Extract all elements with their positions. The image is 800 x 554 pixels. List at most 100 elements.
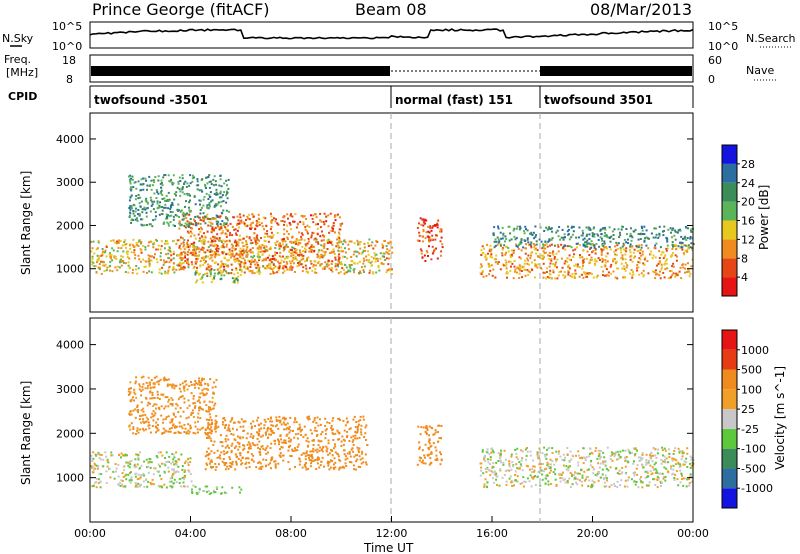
scatter-cell (536, 453, 539, 456)
scatter-cell (131, 268, 134, 271)
scatter-cell (309, 429, 312, 432)
scatter-cell (670, 467, 672, 470)
scatter-cell (298, 262, 301, 265)
scatter-cell (354, 468, 357, 471)
scatter-cell (304, 458, 307, 461)
scatter-cell (605, 273, 608, 276)
scatter-cell (228, 234, 231, 237)
scatter-cell (671, 247, 674, 250)
scatter-cell (602, 258, 604, 261)
scatter-cell (184, 256, 187, 259)
scatter-cell (586, 275, 589, 278)
scatter-cell (674, 473, 677, 476)
scatter-cell (338, 253, 341, 256)
scatter-cell (239, 238, 242, 241)
scatter-cell (428, 245, 430, 248)
colorbar-tick-label: 16 (741, 215, 755, 228)
scatter-cell (671, 457, 674, 460)
scatter-cell (156, 390, 159, 393)
noise-tick-left-bottom: 10^0 (52, 40, 82, 53)
scatter-cell (547, 480, 550, 483)
scatter-cell (167, 214, 169, 217)
scatter-cell (324, 432, 327, 435)
scatter-cell (215, 247, 218, 250)
scatter-cell (319, 264, 322, 267)
scatter-cell (132, 210, 135, 212)
scatter-cell (199, 209, 202, 211)
scatter-cell (159, 258, 162, 261)
scatter-cell (561, 228, 564, 231)
scatter-cell (281, 220, 284, 222)
scatter-cell (104, 263, 107, 266)
scatter-cell (246, 443, 249, 446)
scatter-cell (534, 225, 537, 228)
scatter-cell (278, 266, 281, 269)
scatter-cell (90, 250, 93, 253)
noise-line (89, 28, 694, 40)
scatter-cell (324, 437, 327, 440)
scatter-cell (136, 243, 139, 246)
scatter-cell (155, 407, 158, 410)
scatter-cell (181, 469, 184, 471)
scatter-cell (305, 468, 308, 471)
scatter-cell (578, 275, 581, 278)
scatter-cell (547, 240, 550, 243)
scatter-cell (663, 225, 666, 228)
scatter-cell (170, 403, 173, 406)
scatter-cell (518, 466, 521, 469)
scatter-cell (136, 427, 139, 430)
scatter-cell (543, 247, 546, 250)
scatter-cell (206, 182, 209, 185)
scatter-cell (486, 466, 489, 469)
scatter-cell (135, 472, 138, 475)
scatter-cell (196, 493, 199, 496)
scatter-cell (143, 265, 146, 268)
scatter-cell (154, 253, 156, 256)
scatter-cell (533, 248, 536, 251)
scatter-cell (167, 470, 170, 473)
scatter-cell (257, 217, 260, 220)
scatter-cell (274, 439, 277, 442)
scatter-cell (552, 262, 555, 265)
scatter-cell (192, 218, 195, 221)
scatter-cell (227, 265, 230, 268)
scatter-cell (299, 239, 302, 241)
scatter-cell (138, 477, 141, 480)
scatter-cell (306, 416, 309, 419)
scatter-cell (295, 252, 298, 255)
scatter-cell (673, 450, 676, 452)
scatter-cell (209, 273, 212, 276)
scatter-cell (559, 455, 562, 458)
scatter-cell (626, 242, 629, 244)
scatter-cell (598, 245, 601, 248)
scatter-cell (229, 458, 232, 461)
scatter-cell (357, 449, 360, 452)
scatter-cell (527, 465, 530, 468)
scatter-cell (200, 248, 203, 251)
scatter-cell (640, 458, 643, 461)
scatter-cell (438, 437, 441, 439)
scatter-cell (482, 275, 485, 278)
scatter-cell (209, 275, 212, 278)
scatter-cell (603, 274, 606, 277)
scatter-cell (201, 228, 203, 231)
scatter-cell (338, 256, 341, 259)
scatter-cell (168, 430, 170, 433)
scatter-cell (270, 237, 273, 239)
scatter-cell (167, 252, 170, 255)
scatter-cell (349, 267, 352, 270)
scatter-cell (374, 260, 377, 263)
scatter-cell (297, 243, 300, 246)
scatter-cell (249, 444, 252, 447)
scatter-cell (343, 466, 346, 469)
scatter-cell (228, 465, 231, 467)
scatter-cell (654, 244, 657, 247)
scatter-cell (195, 269, 198, 272)
scatter-cell (295, 248, 297, 251)
scatter-cell (181, 427, 184, 430)
scatter-cell (313, 238, 316, 241)
scatter-cell (206, 213, 209, 216)
scatter-cell (275, 244, 278, 246)
scatter-cell (118, 453, 120, 456)
scatter-cell (356, 454, 359, 457)
